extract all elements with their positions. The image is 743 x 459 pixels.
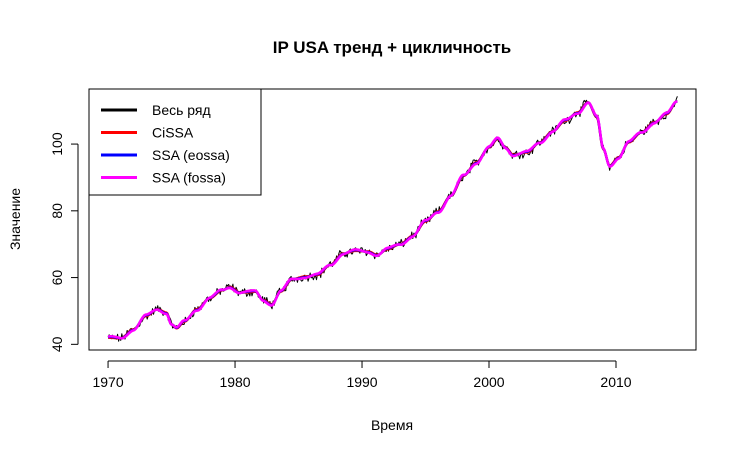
- x-axis-label: Время: [371, 417, 413, 433]
- legend: Весь ряд CiSSA SSA (eossa) SSA (fossa): [88, 88, 262, 196]
- x-tick-label: 2010: [600, 374, 631, 390]
- chart-title: IP USA тренд + цикличность: [273, 38, 511, 57]
- x-tick-label: 1970: [92, 374, 123, 390]
- y-tick-label: 40: [49, 336, 65, 352]
- y-tick-label: 60: [49, 270, 65, 286]
- y-axis-label: Значение: [7, 188, 23, 250]
- x-tick-label: 1980: [219, 374, 250, 390]
- series-line: [107, 100, 678, 340]
- legend-entry: SSA (fossa): [152, 170, 226, 186]
- plot-area: 1970 1980 1990 2000 2010 40 60 80 100: [49, 88, 697, 390]
- y-tick-label: 100: [49, 132, 65, 156]
- legend-entry: SSA (eossa): [152, 147, 230, 163]
- legend-entry: Весь ряд: [152, 102, 211, 118]
- x-tick-label: 1990: [346, 374, 377, 390]
- legend-entry: CiSSA: [152, 125, 194, 141]
- plot-frame: [88, 88, 697, 351]
- y-tick-label: 80: [49, 203, 65, 219]
- x-tick-label: 2000: [473, 374, 504, 390]
